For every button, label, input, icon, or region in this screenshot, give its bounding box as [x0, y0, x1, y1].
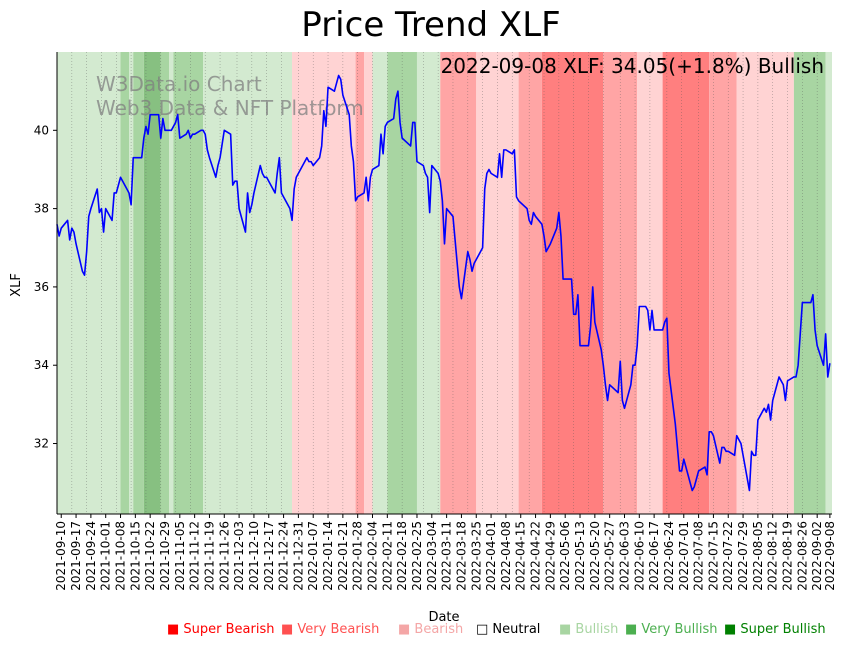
sentiment-band-super-bearish [662, 52, 710, 514]
sentiment-band-very-bearish [518, 52, 542, 514]
x-axis-label: Date [428, 610, 459, 625]
sentiment-band-very-bullish [160, 52, 170, 514]
legend-item-super-bullish: ■ Super Bullish [724, 622, 826, 637]
x-tick-label: 2022-01-07 [306, 521, 320, 591]
x-tick-label: 2021-09-17 [69, 521, 83, 591]
x-tick-label: 2021-12-03 [232, 521, 246, 591]
sentiment-band-very-bullish [120, 52, 129, 514]
sentiment-band-very-bullish [793, 52, 826, 514]
x-tick-label: 2022-07-01 [677, 521, 691, 591]
y-tick-label: 34 [34, 358, 49, 372]
x-tick-label: 2022-08-19 [781, 521, 795, 591]
sentiment-band-super-bearish [541, 52, 604, 514]
sentiment-band-super-bullish [143, 52, 161, 514]
x-tick-label: 2022-03-11 [440, 521, 454, 591]
legend-item-super-bearish: ■ Super Bearish [167, 622, 275, 637]
x-tick-label: 2021-12-17 [262, 521, 276, 591]
watermark-line: W3Data.io Chart [96, 72, 262, 96]
sentiment-band-bullish [169, 52, 174, 514]
sentiment-band-bearish [736, 52, 794, 514]
x-tick-label: 2021-10-22 [143, 521, 157, 591]
x-tick-label: 2022-03-18 [454, 521, 468, 591]
x-tick-label: 2022-01-14 [321, 521, 335, 591]
axes [56, 52, 832, 515]
x-tick-label: 2022-04-15 [514, 521, 528, 591]
vertical-gridlines [56, 52, 818, 514]
sentiment-band-bullish [825, 52, 832, 514]
x-tick-label: 2021-11-26 [217, 521, 231, 591]
sentiment-band-very-bearish [355, 52, 365, 514]
y-tick-label: 38 [34, 202, 49, 216]
x-tick-label: 2021-09-24 [84, 521, 98, 591]
x-tick-label: 2022-06-10 [632, 521, 646, 591]
legend: ■ Super Bearish ■ Very Bearish ■ Bearish □ … [167, 622, 826, 637]
x-tick-label: 2021-11-19 [202, 521, 216, 591]
x-tick-label: 2022-07-29 [736, 521, 750, 591]
watermark-line: Web3 Data & NFT Platform [96, 96, 364, 120]
x-tick-label: 2021-09-10 [54, 521, 68, 591]
sentiment-band-bearish [292, 52, 356, 514]
legend-item-bearish: ■ Bearish [398, 622, 463, 637]
y-axis-ticks: 32 34 36 38 40 [34, 123, 57, 451]
x-tick-label: 2022-05-27 [603, 521, 617, 591]
y-axis-label: XLF [9, 273, 24, 297]
y-tick-label: 36 [34, 280, 49, 294]
x-tick-label: 2021-10-29 [158, 521, 172, 591]
x-tick-label: 2022-05-20 [588, 521, 602, 591]
x-tick-label: 2021-12-31 [291, 521, 305, 591]
legend-item-very-bearish: ■ Very Bearish [281, 622, 379, 637]
legend-item-neutral: □ Neutral [476, 622, 540, 637]
x-tick-label: 2022-07-15 [706, 521, 720, 591]
series-line-xlf [56, 74, 831, 492]
y-tick-label: 40 [34, 123, 49, 137]
x-tick-label: 2022-07-22 [721, 521, 735, 591]
x-tick-label: 2022-02-25 [410, 521, 424, 591]
x-tick-label: 2021-11-12 [188, 521, 202, 591]
x-tick-label: 2021-10-15 [128, 521, 142, 591]
x-tick-label: 2022-01-21 [336, 521, 350, 591]
x-tick-label: 2022-03-25 [469, 521, 483, 591]
x-tick-label: 2022-04-22 [529, 521, 543, 591]
x-tick-label: 2022-09-02 [810, 521, 824, 591]
x-tick-label: 2022-07-08 [692, 521, 706, 591]
x-tick-label: 2022-05-06 [558, 521, 572, 591]
series-group [56, 74, 831, 492]
x-tick-label: 2021-10-01 [99, 521, 113, 591]
legend-item-very-bullish: ■ Very Bullish [625, 622, 717, 637]
x-tick-label: 2022-04-01 [484, 521, 498, 591]
sentiment-band-bullish [372, 52, 388, 514]
sentiment-band-very-bullish [133, 52, 144, 514]
x-tick-label: 2022-08-12 [766, 521, 780, 591]
x-tick-label: 2022-06-17 [647, 521, 661, 591]
sentiment-band-bullish [57, 52, 121, 514]
x-tick-label: 2022-06-03 [617, 521, 631, 591]
x-tick-label: 2021-12-10 [247, 521, 261, 591]
chart-title: Price Trend XLF [301, 5, 560, 45]
sentiment-band-bearish [364, 52, 373, 514]
legend-item-bullish: ■ Bullish [559, 622, 618, 637]
x-tick-label: 2022-02-04 [366, 521, 380, 591]
x-tick-label: 2021-11-05 [173, 521, 187, 591]
sentiment-band-bullish [203, 52, 293, 514]
x-tick-label: 2022-02-11 [380, 521, 394, 591]
x-tick-label: 2022-03-04 [425, 521, 439, 591]
x-tick-label: 2021-10-08 [114, 521, 128, 591]
sentiment-band-bullish [416, 52, 441, 514]
x-tick-label: 2022-02-18 [395, 521, 409, 591]
x-tick-label: 2022-05-13 [573, 521, 587, 591]
x-tick-label: 2022-06-24 [662, 521, 676, 591]
x-tick-label: 2022-04-08 [499, 521, 513, 591]
y-tick-label: 32 [34, 437, 49, 451]
x-axis-ticks: 2021-09-10 2021-09-17 2021-09-24 2021-10-01… [54, 514, 837, 591]
x-tick-label: 2022-08-26 [795, 521, 809, 591]
x-tick-label: 2022-09-08 [823, 521, 837, 591]
latest-price-annotation: 2022-09-08 XLF: 34.05(+1.8%) Bullish [441, 54, 824, 78]
x-tick-label: 2022-04-29 [543, 521, 557, 591]
x-tick-label: 2022-08-05 [751, 521, 765, 591]
x-tick-label: 2021-12-24 [277, 521, 291, 591]
x-tick-label: 2022-01-28 [351, 521, 365, 591]
